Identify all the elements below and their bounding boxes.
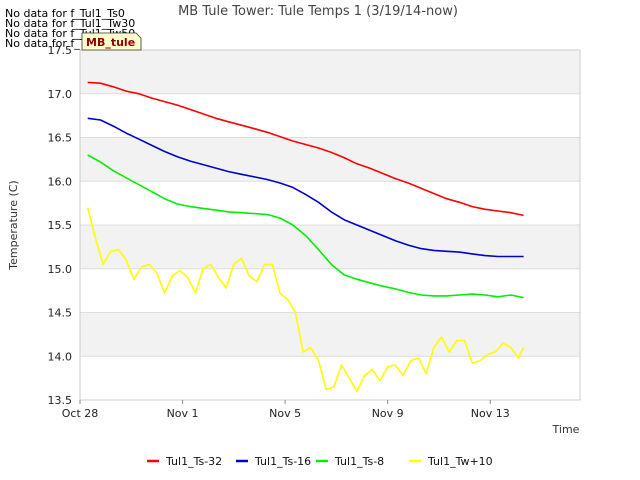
y-tick-label: 17.5: [48, 44, 73, 57]
legend-label: Tul1_Ts-16: [254, 455, 311, 468]
x-tick-label: Nov 13: [471, 407, 510, 420]
x-axis-label: Time: [552, 423, 580, 436]
tooltip-badge[interactable]: MB_tule: [81, 32, 142, 51]
series-line[interactable]: [86, 207, 525, 393]
plot-band: [80, 312, 580, 357]
no-data-message: No data for f_Tul1_Tw60: [5, 37, 136, 50]
y-tick-label: 14.0: [48, 350, 73, 363]
plot-band: [80, 137, 580, 182]
plot-band: [80, 93, 580, 138]
legend-label: Tul1_Tw+10: [427, 455, 493, 468]
x-tick-label: Nov 5: [269, 407, 301, 420]
plot-frame: [79, 49, 581, 401]
y-tick-label: 15.5: [48, 219, 73, 232]
no-data-message: No data for f_Tul1_Tw50: [5, 27, 136, 40]
legend: Tul1_Ts-32 Tul1_Ts-16 Tul1_Ts-8 Tul1_Tw+10: [147, 455, 493, 468]
badge-shape: [81, 32, 142, 51]
plot-band: [80, 225, 580, 269]
y-axis-ticks: 13.5 14.0 14.5 15.0 15.5 16.0 16.5 17.0 17.5: [48, 44, 73, 407]
plot-band: [80, 181, 580, 225]
y-tick-label: 15.0: [48, 263, 73, 276]
series-layer: [86, 81, 525, 393]
y-tick-label: 13.5: [48, 394, 73, 407]
plot-band: [80, 356, 580, 400]
series-line[interactable]: [87, 154, 524, 299]
legend-item[interactable]: Tul1_Ts-8: [316, 455, 384, 468]
chart-title: MB Tule Tower: Tule Temps 1 (3/19/14-now…: [178, 4, 458, 19]
no-data-message: No data for f_Tul1_Tw30: [5, 17, 136, 30]
badge-label: MB_tule: [86, 36, 135, 49]
legend-item[interactable]: Tul1_Ts-32: [147, 455, 222, 468]
y-tick-label: 14.5: [48, 307, 73, 320]
legend-item[interactable]: Tul1_Ts-16: [236, 455, 311, 468]
x-tick-label: Nov 1: [167, 407, 199, 420]
plot-band: [80, 268, 580, 313]
series-line[interactable]: [87, 117, 524, 258]
legend-label: Tul1_Ts-8: [334, 455, 384, 468]
plot-band: [80, 50, 580, 94]
y-tick-label: 16.5: [48, 132, 73, 145]
y-tick-label: 17.0: [48, 88, 73, 101]
y-axis-label: Temperature (C): [7, 180, 20, 270]
plot-background: [80, 50, 580, 400]
y-tick-label: 16.0: [48, 175, 73, 188]
series-line[interactable]: [87, 81, 524, 217]
legend-item[interactable]: Tul1_Tw+10: [409, 455, 493, 468]
no-data-message: No data for f_Tul1_Ts0: [5, 7, 125, 20]
x-tick-label: Oct 28: [62, 407, 99, 420]
x-tick-label: Nov 9: [372, 407, 404, 420]
x-axis-ticks: Oct 28 Nov 1 Nov 5 Nov 9 Nov 13: [62, 400, 510, 420]
legend-label: Tul1_Ts-32: [165, 455, 222, 468]
